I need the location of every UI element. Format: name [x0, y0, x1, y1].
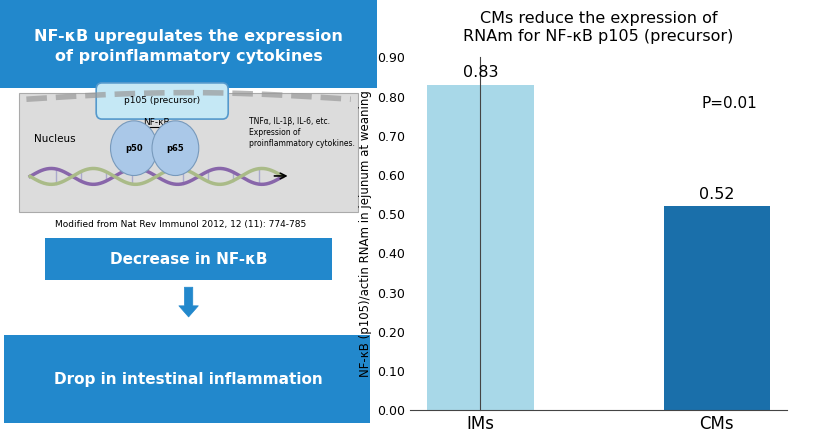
Circle shape — [111, 121, 157, 176]
FancyBboxPatch shape — [45, 238, 332, 280]
Text: Decrease in NF-κB: Decrease in NF-κB — [110, 252, 267, 267]
Text: p105 (precursor): p105 (precursor) — [124, 97, 200, 105]
Text: P=0.01: P=0.01 — [700, 96, 756, 111]
FancyArrowPatch shape — [179, 287, 198, 317]
Title: CMs reduce the expression of
RNAm for NF-κB p105 (precursor): CMs reduce the expression of RNAm for NF… — [463, 11, 733, 44]
Text: 0.52: 0.52 — [699, 187, 734, 202]
Text: Modified from Nat Rev Immunol 2012, 12 (11): 774-785: Modified from Nat Rev Immunol 2012, 12 (… — [56, 220, 306, 229]
Y-axis label: NF-κB (p105)/actin RNAm in jejunum at weaning: NF-κB (p105)/actin RNAm in jejunum at we… — [358, 90, 371, 377]
FancyBboxPatch shape — [0, 0, 377, 88]
Circle shape — [152, 121, 198, 176]
Bar — [427, 85, 533, 410]
Bar — [663, 206, 769, 410]
Text: NF-κB upregulates the expression
of proinflammatory cytokines: NF-κB upregulates the expression of proi… — [34, 29, 342, 64]
Text: TNFα, IL-1β, IL-6, etc.
Expression of
proinflammatory cytokines.: TNFα, IL-1β, IL-6, etc. Expression of pr… — [249, 117, 355, 148]
Text: NF-κB: NF-κB — [143, 118, 170, 127]
Text: Drop in intestinal inflammation: Drop in intestinal inflammation — [54, 372, 323, 387]
FancyBboxPatch shape — [4, 335, 369, 423]
FancyBboxPatch shape — [96, 83, 228, 119]
Text: p65: p65 — [166, 144, 184, 153]
Text: 0.83: 0.83 — [462, 65, 497, 80]
Text: p50: p50 — [125, 144, 143, 153]
Text: Nucleus: Nucleus — [34, 134, 75, 144]
FancyBboxPatch shape — [19, 93, 358, 212]
